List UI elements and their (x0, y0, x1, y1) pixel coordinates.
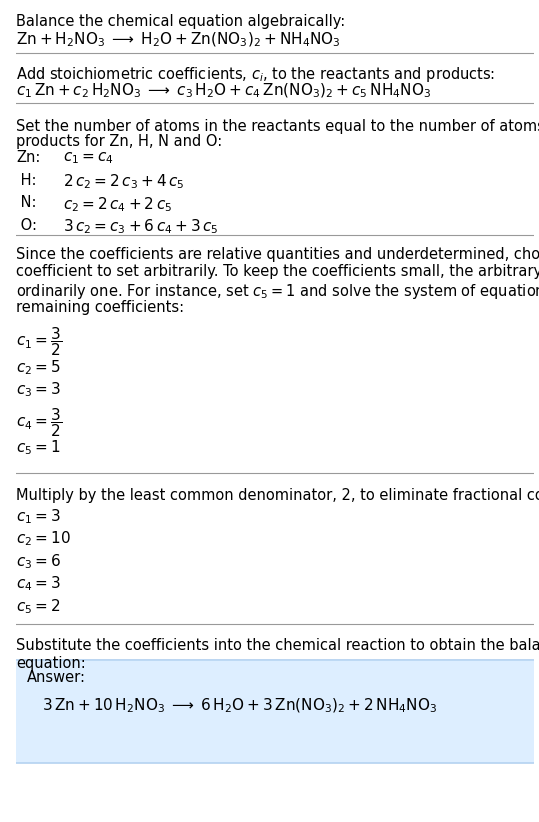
Text: Answer:: Answer: (26, 671, 86, 686)
Text: Set the number of atoms in the reactants equal to the number of atoms in the: Set the number of atoms in the reactants… (16, 119, 539, 134)
Text: $c_2 = 10$: $c_2 = 10$ (16, 529, 71, 548)
Text: $\mathrm{Zn + H_2NO_3 \;\longrightarrow\; H_2O + Zn(NO_3)_2 + NH_4NO_3}$: $\mathrm{Zn + H_2NO_3 \;\longrightarrow\… (16, 30, 341, 49)
Text: N:: N: (16, 195, 37, 210)
Text: $3\,c_2 = c_3 + 6\,c_4 + 3\,c_5$: $3\,c_2 = c_3 + 6\,c_4 + 3\,c_5$ (63, 218, 218, 237)
Text: coefficient to set arbitrarily. To keep the coefficients small, the arbitrary va: coefficient to set arbitrarily. To keep … (16, 265, 539, 279)
Text: remaining coefficients:: remaining coefficients: (16, 300, 184, 315)
Text: products for Zn, H, N and O:: products for Zn, H, N and O: (16, 134, 223, 149)
Text: O:: O: (16, 218, 37, 233)
Text: $c_2 = 5$: $c_2 = 5$ (16, 358, 61, 376)
Text: ordinarily one. For instance, set $c_5 = 1$ and solve the system of equations fo: ordinarily one. For instance, set $c_5 =… (16, 282, 539, 301)
Text: Substitute the coefficients into the chemical reaction to obtain the balanced: Substitute the coefficients into the che… (16, 638, 539, 653)
Text: $c_4 = \dfrac{3}{2}$: $c_4 = \dfrac{3}{2}$ (16, 406, 62, 439)
Text: $c_3 = 3$: $c_3 = 3$ (16, 381, 61, 399)
Text: $c_4 = 3$: $c_4 = 3$ (16, 575, 61, 593)
Text: Balance the chemical equation algebraically:: Balance the chemical equation algebraica… (16, 14, 345, 29)
Text: Since the coefficients are relative quantities and underdetermined, choose a: Since the coefficients are relative quan… (16, 247, 539, 261)
Text: Add stoichiometric coefficients, $c_i$, to the reactants and products:: Add stoichiometric coefficients, $c_i$, … (16, 65, 495, 84)
Text: Multiply by the least common denominator, 2, to eliminate fractional coefficient: Multiply by the least common denominator… (16, 487, 539, 502)
FancyBboxPatch shape (13, 660, 536, 763)
Text: $c_2 = 2\,c_4 + 2\,c_5$: $c_2 = 2\,c_4 + 2\,c_5$ (63, 195, 172, 214)
Text: $c_5 = 1$: $c_5 = 1$ (16, 438, 61, 457)
Text: equation:: equation: (16, 656, 86, 671)
Text: $c_3 = 6$: $c_3 = 6$ (16, 552, 61, 570)
Text: $c_1\,\mathrm{Zn} + c_2\,\mathrm{H_2NO_3} \;\longrightarrow\; c_3\,\mathrm{H_2O}: $c_1\,\mathrm{Zn} + c_2\,\mathrm{H_2NO_3… (16, 81, 432, 100)
Text: $c_1 = 3$: $c_1 = 3$ (16, 507, 61, 525)
Text: H:: H: (16, 173, 37, 187)
Text: $c_5 = 2$: $c_5 = 2$ (16, 597, 61, 616)
Text: $3\,\mathrm{Zn} + 10\,\mathrm{H_2NO_3} \;\longrightarrow\; 6\,\mathrm{H_2O} + 3\: $3\,\mathrm{Zn} + 10\,\mathrm{H_2NO_3} \… (42, 696, 438, 714)
Text: $c_1 = c_4$: $c_1 = c_4$ (63, 150, 114, 166)
Text: $c_1 = \dfrac{3}{2}$: $c_1 = \dfrac{3}{2}$ (16, 326, 62, 358)
Text: Zn:: Zn: (16, 150, 40, 165)
Text: $2\,c_2 = 2\,c_3 + 4\,c_5$: $2\,c_2 = 2\,c_3 + 4\,c_5$ (63, 173, 184, 192)
